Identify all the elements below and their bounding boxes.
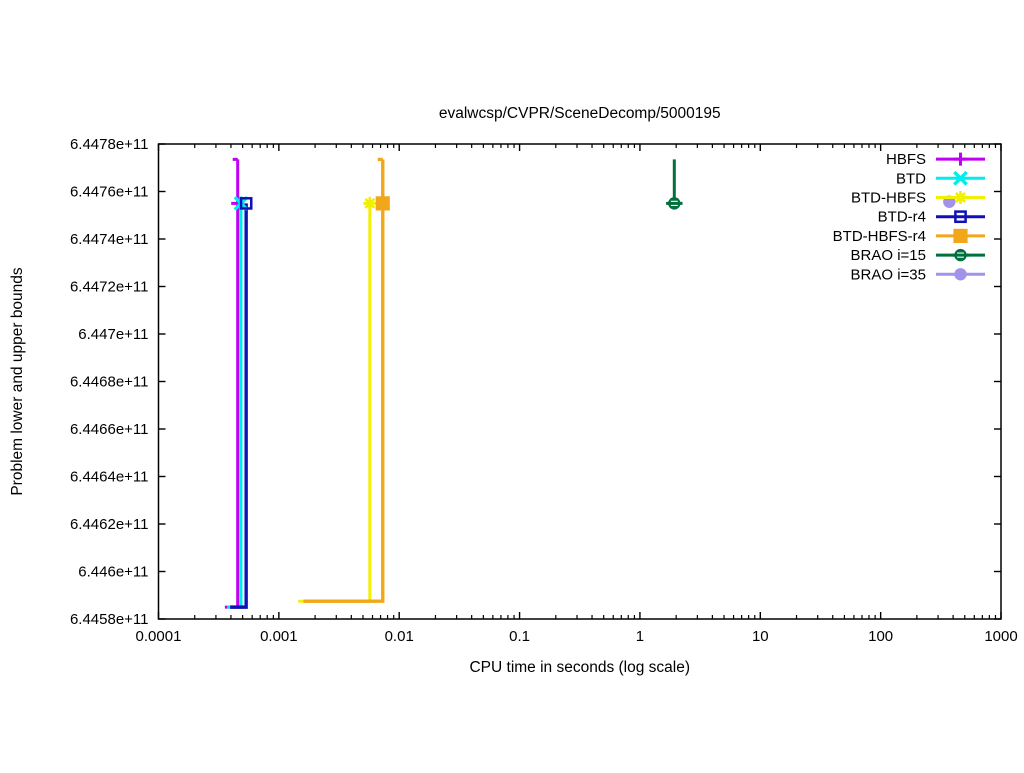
svg-text:6.4464e+11: 6.4464e+11: [70, 469, 149, 486]
svg-text:6.447e+11: 6.447e+11: [78, 326, 148, 343]
svg-text:6.4478e+11: 6.4478e+11: [70, 136, 149, 153]
svg-text:BTD-HBFS: BTD-HBFS: [851, 190, 926, 207]
svg-text:0.0001: 0.0001: [136, 628, 182, 645]
svg-text:BRAO i=15: BRAO i=15: [851, 247, 926, 264]
svg-text:Problem lower and upper bounds: Problem lower and upper bounds: [9, 267, 26, 496]
svg-text:6.4476e+11: 6.4476e+11: [70, 184, 149, 201]
svg-text:HBFS: HBFS: [886, 151, 926, 168]
svg-text:CPU time in seconds (log scale: CPU time in seconds (log scale): [469, 659, 690, 676]
svg-text:0.1: 0.1: [509, 628, 530, 645]
svg-text:6.4474e+11: 6.4474e+11: [70, 231, 149, 248]
svg-text:6.4462e+11: 6.4462e+11: [70, 516, 149, 533]
svg-text:10: 10: [752, 628, 769, 645]
svg-text:BTD: BTD: [896, 170, 926, 187]
svg-text:BTD-r4: BTD-r4: [878, 209, 926, 226]
svg-text:0.001: 0.001: [260, 628, 298, 645]
svg-text:BRAO i=35: BRAO i=35: [851, 266, 926, 283]
svg-text:6.4468e+11: 6.4468e+11: [70, 374, 149, 391]
svg-text:6.446e+11: 6.446e+11: [78, 564, 148, 581]
svg-text:0.01: 0.01: [385, 628, 414, 645]
svg-text:6.4466e+11: 6.4466e+11: [70, 421, 149, 438]
svg-text:1: 1: [636, 628, 644, 645]
svg-text:6.4458e+11: 6.4458e+11: [70, 611, 149, 628]
svg-text:evalwcsp/CVPR/SceneDecomp/5000: evalwcsp/CVPR/SceneDecomp/5000195: [439, 105, 721, 122]
svg-text:1000: 1000: [984, 628, 1017, 645]
svg-text:6.4472e+11: 6.4472e+11: [70, 279, 149, 296]
svg-text:100: 100: [868, 628, 893, 645]
svg-text:BTD-HBFS-r4: BTD-HBFS-r4: [833, 228, 926, 245]
